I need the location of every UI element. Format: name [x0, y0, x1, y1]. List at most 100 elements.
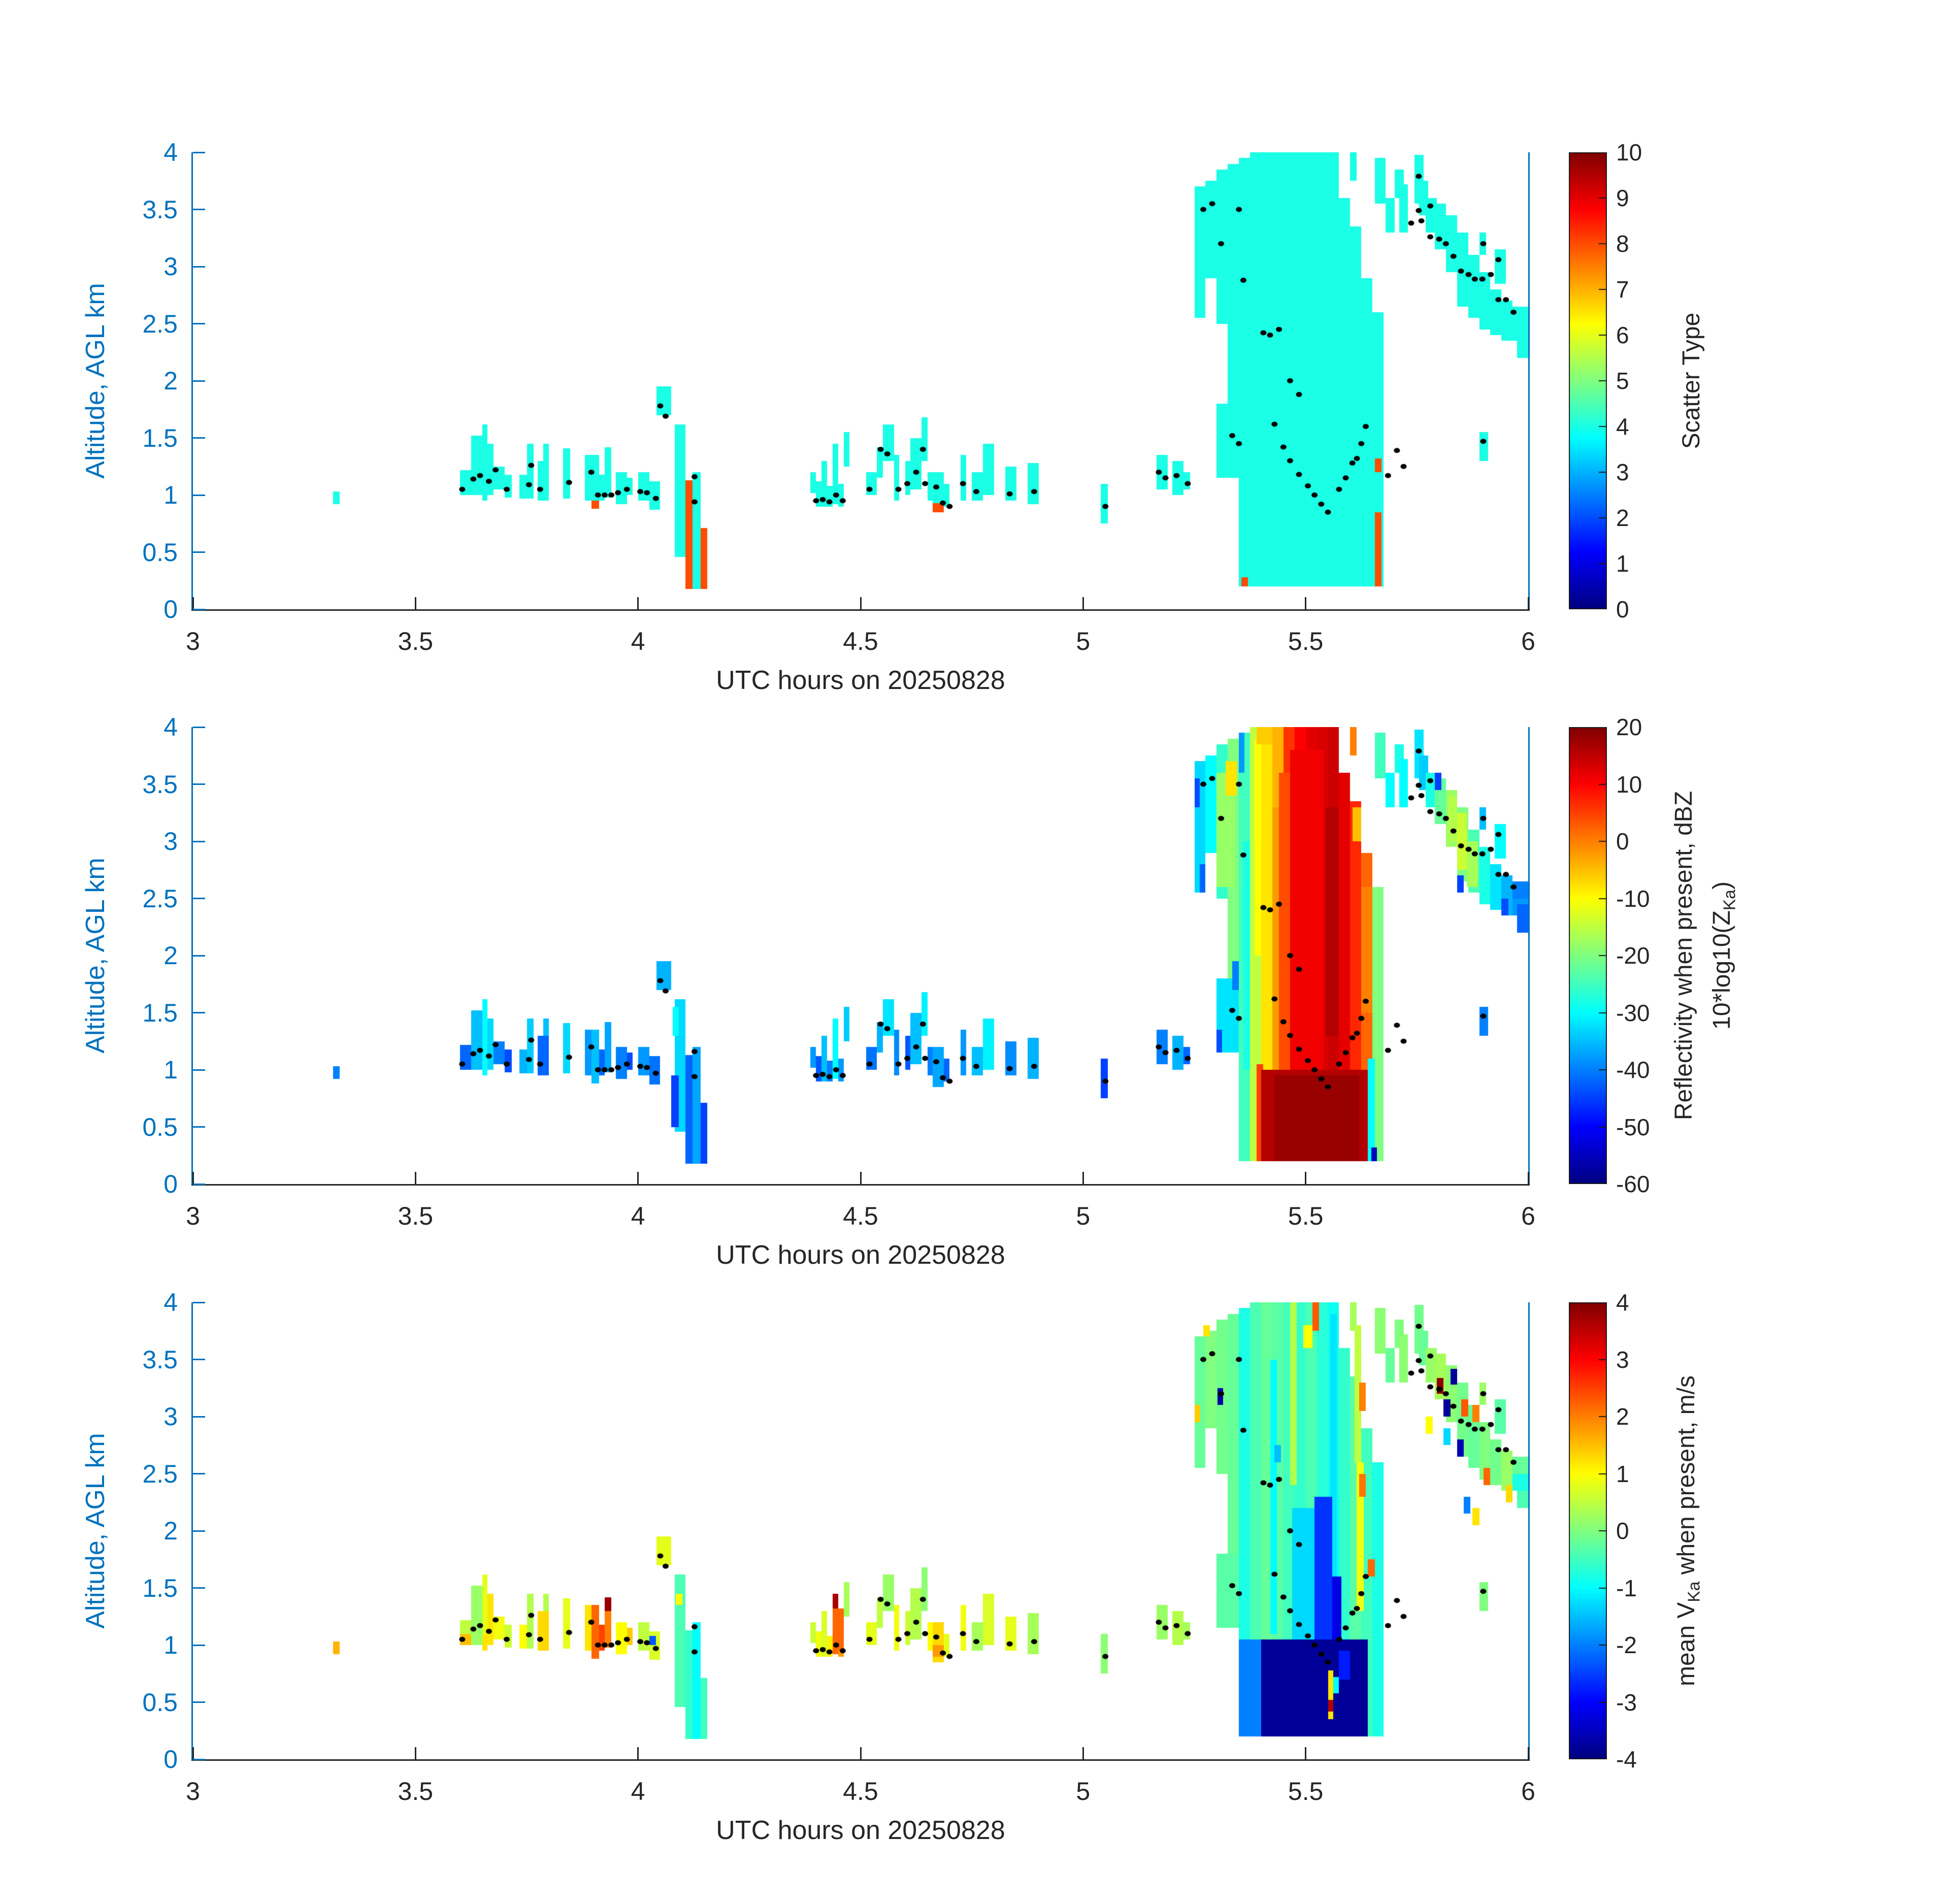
y-tick-label: 1 — [163, 1631, 178, 1659]
x-tick-label: 3.5 — [398, 1202, 434, 1230]
colorbar-tick-label: 4 — [1616, 1289, 1629, 1316]
panel1-right-spine — [1528, 152, 1530, 611]
panel2-left-spine — [191, 727, 193, 1186]
x-tick-mark — [414, 597, 416, 609]
y-tick-label: 4 — [163, 138, 178, 167]
y-tick-label: 1.5 — [142, 998, 178, 1027]
x-tick-label: 4.5 — [843, 627, 878, 655]
x-tick-label: 6 — [1521, 627, 1535, 655]
panel1-x-axis — [191, 609, 1530, 611]
y-tick-mark — [193, 323, 205, 324]
colorbar-tick-label: -30 — [1616, 1000, 1650, 1026]
x-tick-label: 4 — [631, 1202, 645, 1230]
x-tick-mark — [414, 1172, 416, 1184]
y-tick-label: 2 — [163, 941, 178, 970]
y-tick-mark — [193, 898, 205, 899]
colorbar-tick-label: 3 — [1616, 1347, 1629, 1373]
reflectivity-colorbar — [1569, 727, 1607, 1184]
x-tick-mark — [1527, 1172, 1529, 1184]
colorbar-tick-label: 7 — [1616, 276, 1629, 303]
colorbar-tick-label: 6 — [1616, 322, 1629, 348]
x-tick-label: 3 — [186, 1777, 200, 1805]
x-tick-label: 3 — [186, 1202, 200, 1230]
x-tick-mark — [414, 1747, 416, 1759]
mean-velocity-colorbar-title: mean VKa when present, m/s — [1673, 1375, 1704, 1687]
x-tick-mark — [637, 1747, 639, 1759]
x-tick-label: 6 — [1521, 1202, 1535, 1230]
y-tick-mark — [193, 955, 205, 957]
x-tick-mark — [860, 597, 862, 609]
x-tick-label: 4.5 — [843, 1777, 878, 1805]
colorbar-tick-label: -2 — [1616, 1632, 1637, 1658]
y-tick-mark — [193, 1587, 205, 1589]
x-tick-mark — [860, 1747, 862, 1759]
panel3-x-axis-label: UTC hours on 20250828 — [716, 1816, 1005, 1845]
panel1-x-axis-label: UTC hours on 20250828 — [716, 666, 1005, 695]
colorbar-tick-label: -20 — [1616, 942, 1650, 969]
colorbar-tick-label: 10 — [1616, 771, 1642, 798]
colorbar-tick-label: 0 — [1616, 1518, 1629, 1544]
panel2-x-axis-label: UTC hours on 20250828 — [716, 1240, 1005, 1270]
panel3-left-spine — [191, 1302, 193, 1761]
x-tick-label: 6 — [1521, 1777, 1535, 1805]
x-tick-mark — [1305, 1747, 1307, 1759]
x-tick-label: 5 — [1076, 1202, 1091, 1230]
x-tick-label: 3.5 — [398, 1777, 434, 1805]
colorbar-tick-label: 20 — [1616, 714, 1642, 740]
colorbar-tick-label: 10 — [1616, 139, 1642, 166]
x-tick-label: 5.5 — [1288, 627, 1324, 655]
y-tick-label: 2 — [163, 1517, 178, 1545]
colorbar-tick-label: 1 — [1616, 1461, 1629, 1487]
colorbar-tick-label: 9 — [1616, 185, 1629, 211]
x-tick-label: 3 — [186, 627, 200, 655]
y-tick-mark — [193, 1126, 205, 1128]
colorbar-tick-label: -4 — [1616, 1746, 1637, 1772]
x-tick-mark — [637, 597, 639, 609]
mean-velocity-colorbar — [1569, 1302, 1607, 1759]
colorbar-tick-label: 5 — [1616, 368, 1629, 394]
y-tick-mark — [193, 151, 205, 153]
colorbar-tick-label: -1 — [1616, 1575, 1637, 1601]
y-tick-mark — [193, 380, 205, 382]
x-tick-label: 5.5 — [1288, 1777, 1324, 1805]
y-tick-mark — [193, 551, 205, 553]
x-tick-mark — [192, 1747, 194, 1759]
y-tick-label: 3.5 — [142, 195, 178, 224]
panel3-x-axis — [191, 1759, 1530, 1761]
y-tick-mark — [193, 1069, 205, 1071]
y-tick-mark — [193, 1473, 205, 1474]
x-tick-label: 4 — [631, 627, 645, 655]
colorbar-tick-label: 4 — [1616, 413, 1629, 440]
colorbar-tick-label: -40 — [1616, 1057, 1650, 1083]
y-tick-mark — [193, 608, 205, 610]
y-tick-mark — [193, 1530, 205, 1532]
colorbar-tick-label: 8 — [1616, 231, 1629, 257]
y-tick-label: 3 — [163, 252, 178, 281]
x-tick-mark — [1305, 1172, 1307, 1184]
x-tick-mark — [860, 1172, 862, 1184]
y-tick-label: 0.5 — [142, 538, 178, 567]
y-tick-mark — [193, 1644, 205, 1646]
y-tick-mark — [193, 1701, 205, 1703]
y-tick-label: 4 — [163, 713, 178, 741]
y-tick-mark — [193, 783, 205, 785]
y-tick-label: 4 — [163, 1288, 178, 1317]
y-tick-label: 3.5 — [142, 770, 178, 799]
x-tick-mark — [1305, 597, 1307, 609]
y-tick-label: 1.5 — [142, 423, 178, 452]
colorbar-tick-label: -50 — [1616, 1114, 1650, 1140]
panel1-left-spine — [191, 152, 193, 611]
y-tick-mark — [193, 1012, 205, 1013]
x-tick-label: 3.5 — [398, 627, 434, 655]
colorbar-tick-label: 2 — [1616, 1403, 1629, 1430]
colorbar-tick-label: 0 — [1616, 828, 1629, 855]
colorbar-tick-label: -60 — [1616, 1171, 1650, 1197]
x-tick-label: 5 — [1076, 627, 1091, 655]
x-tick-label: 5 — [1076, 1777, 1091, 1805]
y-tick-label: 2.5 — [142, 1459, 178, 1488]
x-tick-mark — [192, 597, 194, 609]
y-tick-label: 0.5 — [142, 1112, 178, 1141]
x-tick-label: 4 — [631, 1777, 645, 1805]
y-tick-mark — [193, 494, 205, 496]
